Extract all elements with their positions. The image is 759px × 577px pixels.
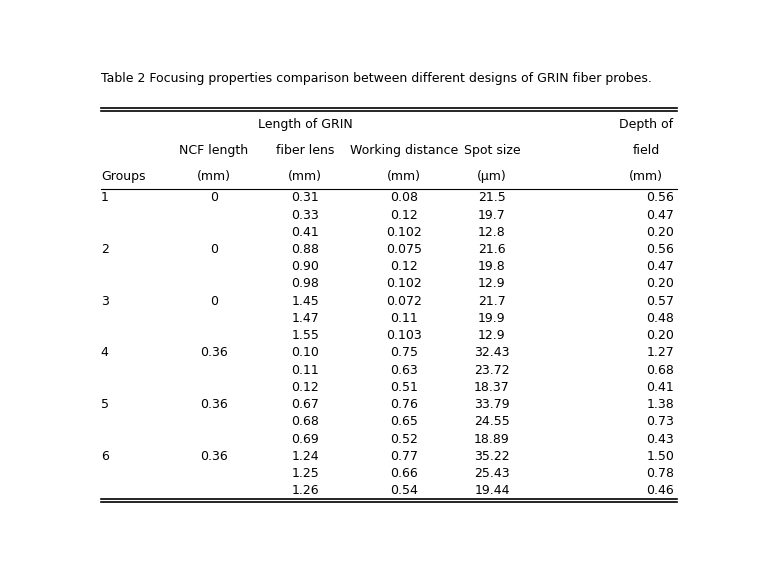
Text: 3: 3 [101,295,109,308]
Text: 0.20: 0.20 [647,278,674,290]
Text: 0.66: 0.66 [390,467,417,480]
Text: 0.65: 0.65 [390,415,417,428]
Text: 0.103: 0.103 [386,329,421,342]
Text: 0.12: 0.12 [390,260,417,273]
Text: 0.36: 0.36 [200,449,228,463]
Text: 0.47: 0.47 [647,260,674,273]
Text: 1.45: 1.45 [291,295,319,308]
Text: NCF length: NCF length [179,144,248,157]
Text: 19.44: 19.44 [474,484,510,497]
Text: 0.69: 0.69 [291,433,319,445]
Text: 0.102: 0.102 [386,278,421,290]
Text: Groups: Groups [101,170,145,183]
Text: Working distance: Working distance [350,144,458,157]
Text: 1.25: 1.25 [291,467,319,480]
Text: 18.89: 18.89 [474,433,510,445]
Text: 1.38: 1.38 [647,398,674,411]
Text: 12.8: 12.8 [478,226,505,239]
Text: 21.5: 21.5 [478,192,505,204]
Text: 0.63: 0.63 [390,364,417,377]
Text: 5: 5 [101,398,109,411]
Text: (μm): (μm) [477,170,507,183]
Text: 18.37: 18.37 [474,381,510,394]
Text: 0.41: 0.41 [647,381,674,394]
Text: (mm): (mm) [288,170,322,183]
Text: 21.7: 21.7 [478,295,505,308]
Text: 0.67: 0.67 [291,398,319,411]
Text: 0.54: 0.54 [390,484,417,497]
Text: 12.9: 12.9 [478,329,505,342]
Text: 2: 2 [101,243,109,256]
Text: 0.56: 0.56 [647,243,674,256]
Text: 0.20: 0.20 [647,226,674,239]
Text: 0.10: 0.10 [291,346,319,359]
Text: 0.11: 0.11 [291,364,319,377]
Text: 35.22: 35.22 [474,449,510,463]
Text: 0.36: 0.36 [200,398,228,411]
Text: 19.9: 19.9 [478,312,505,325]
Text: 0.33: 0.33 [291,208,319,222]
Text: 0.12: 0.12 [390,208,417,222]
Text: 0.47: 0.47 [647,208,674,222]
Text: 0.31: 0.31 [291,192,319,204]
Text: 32.43: 32.43 [474,346,510,359]
Text: 1: 1 [101,192,109,204]
Text: 0.78: 0.78 [646,467,674,480]
Text: 0.46: 0.46 [647,484,674,497]
Text: 0.41: 0.41 [291,226,319,239]
Text: field: field [633,144,660,157]
Text: (mm): (mm) [386,170,420,183]
Text: 4: 4 [101,346,109,359]
Text: 33.79: 33.79 [474,398,510,411]
Text: 0.73: 0.73 [647,415,674,428]
Text: Depth of: Depth of [619,118,673,131]
Text: 1.50: 1.50 [647,449,674,463]
Text: 0.075: 0.075 [386,243,422,256]
Text: 0.102: 0.102 [386,226,421,239]
Text: 0.36: 0.36 [200,346,228,359]
Text: 0.48: 0.48 [647,312,674,325]
Text: 0.20: 0.20 [647,329,674,342]
Text: 0.75: 0.75 [389,346,417,359]
Text: 0.76: 0.76 [390,398,417,411]
Text: 6: 6 [101,449,109,463]
Text: 1.24: 1.24 [291,449,319,463]
Text: 1.27: 1.27 [647,346,674,359]
Text: 0.77: 0.77 [389,449,417,463]
Text: 0.56: 0.56 [647,192,674,204]
Text: 0: 0 [210,295,218,308]
Text: 19.8: 19.8 [478,260,505,273]
Text: 0.08: 0.08 [389,192,417,204]
Text: 0.11: 0.11 [390,312,417,325]
Text: 0.68: 0.68 [647,364,674,377]
Text: 1.47: 1.47 [291,312,319,325]
Text: fiber lens: fiber lens [276,144,335,157]
Text: 1.26: 1.26 [291,484,319,497]
Text: 0: 0 [210,243,218,256]
Text: (mm): (mm) [629,170,663,183]
Text: 0.52: 0.52 [390,433,417,445]
Text: 0.98: 0.98 [291,278,319,290]
Text: 1.55: 1.55 [291,329,319,342]
Text: 0.43: 0.43 [647,433,674,445]
Text: 19.7: 19.7 [478,208,505,222]
Text: 0.90: 0.90 [291,260,319,273]
Text: 0: 0 [210,192,218,204]
Text: (mm): (mm) [197,170,231,183]
Text: Table 2 Focusing properties comparison between different designs of GRIN fiber p: Table 2 Focusing properties comparison b… [101,72,652,85]
Text: 0.072: 0.072 [386,295,422,308]
Text: 0.68: 0.68 [291,415,319,428]
Text: 24.55: 24.55 [474,415,510,428]
Text: 0.51: 0.51 [390,381,417,394]
Text: Spot size: Spot size [464,144,520,157]
Text: 23.72: 23.72 [474,364,510,377]
Text: 21.6: 21.6 [478,243,505,256]
Text: 12.9: 12.9 [478,278,505,290]
Text: 0.12: 0.12 [291,381,319,394]
Text: Length of GRIN: Length of GRIN [258,118,352,131]
Text: 25.43: 25.43 [474,467,510,480]
Text: 0.88: 0.88 [291,243,320,256]
Text: 0.57: 0.57 [646,295,674,308]
